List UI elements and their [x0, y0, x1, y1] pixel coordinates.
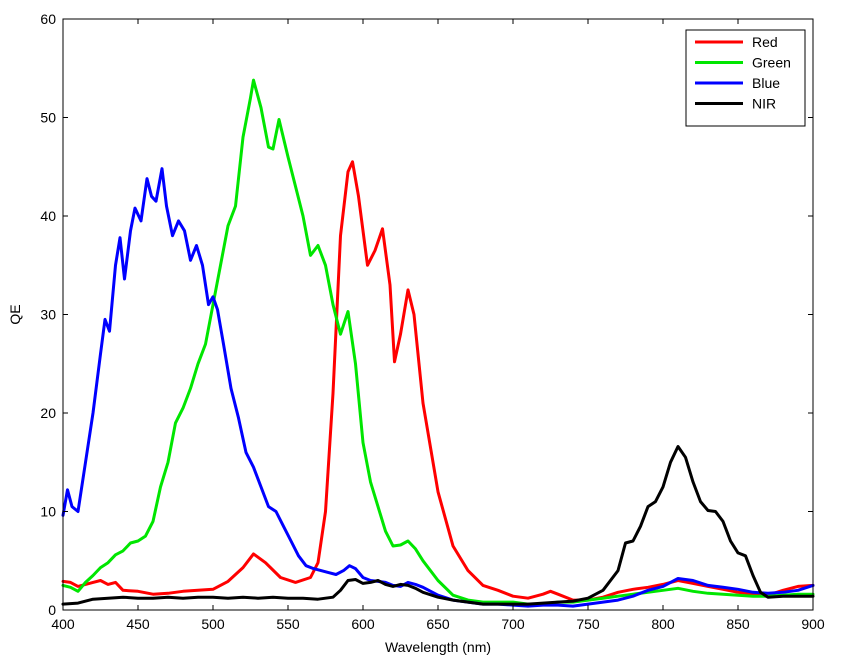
y-axis-label: QE: [7, 304, 23, 324]
x-axis-label: Wavelength (nm): [385, 639, 491, 655]
y-tick-label: 0: [48, 602, 56, 618]
y-tick-label: 40: [40, 208, 56, 224]
y-tick-label: 20: [40, 405, 56, 421]
x-tick-label: 500: [201, 616, 225, 632]
y-tick-label: 60: [40, 11, 56, 27]
legend-label-red: Red: [752, 34, 778, 50]
x-tick-label: 650: [426, 616, 450, 632]
x-tick-label: 600: [351, 616, 375, 632]
series-line-nir: [61, 445, 815, 606]
ticks-layer: 400 450 500 550 600 650 700 750 800 850 900 0 10 20 30…: [40, 11, 824, 632]
series-layer: [61, 78, 815, 608]
legend-label-blue: Blue: [752, 75, 780, 91]
legend-label-green: Green: [752, 55, 791, 71]
plot-area: 400 450 500 550 600 650 700 750 800 850 900 0 10 20 30…: [40, 11, 824, 632]
x-tick-label: 850: [726, 616, 750, 632]
x-tick-label: 900: [801, 616, 825, 632]
x-tick-label: 800: [651, 616, 675, 632]
legend: Red Green Blue NIR: [685, 29, 806, 127]
series-line-green: [61, 78, 815, 606]
legend-label-nir: NIR: [752, 96, 776, 112]
y-tick-label: 10: [40, 504, 56, 520]
x-tick-label: 750: [576, 616, 600, 632]
y-tick-label: 30: [40, 307, 56, 323]
x-tick-label: 700: [501, 616, 525, 632]
x-tick-label: 400: [51, 616, 75, 632]
series-line-red: [61, 160, 815, 602]
y-tick-label: 50: [40, 110, 56, 126]
series-line-blue: [61, 167, 815, 608]
legend-frame: [685, 29, 806, 127]
x-tick-label: 550: [276, 616, 300, 632]
x-tick-label: 450: [126, 616, 150, 632]
